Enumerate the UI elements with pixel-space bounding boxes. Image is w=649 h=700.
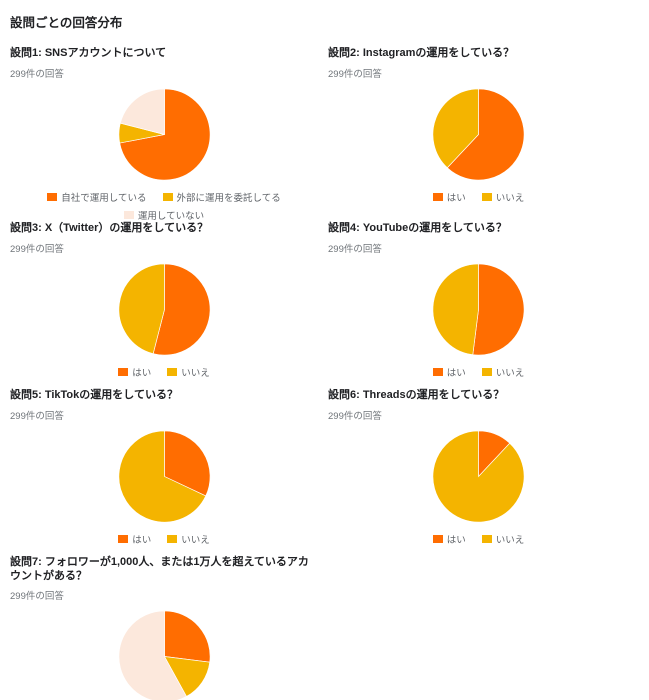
chart-title: 設問2: Instagramの運用をしている？ (328, 47, 515, 59)
chart-card-7: 設問7: フォロワーが1,000人、または1万人を超えているアカウントがある？ … (10, 556, 328, 700)
legend-swatch (481, 534, 492, 543)
legend-label: はい (446, 367, 466, 379)
chart-legend: はい いいえ (329, 532, 629, 546)
legend-swatch (118, 367, 129, 376)
legend-label: いいえ (181, 534, 210, 546)
legend-swatch (481, 192, 492, 201)
pie-slice (432, 430, 525, 522)
pie-chart (118, 610, 210, 700)
legend-swatch (118, 534, 129, 543)
chart-card-5: 設問5: TikTokの運用をしている？ 299件の回答 はい いいえ (10, 389, 328, 556)
legend-swatch (432, 192, 443, 201)
legend-item: いいえ (481, 190, 525, 204)
pie-wrap (10, 262, 318, 357)
pie-chart (432, 88, 525, 181)
legend-item: はい (118, 532, 151, 546)
legend-item: はい (432, 532, 466, 546)
pie-chart (118, 263, 210, 355)
charts-grid: 設問1: SNSアカウントについて 299件の回答 自社で運用している 外部に運用… (10, 47, 649, 700)
legend-swatch (481, 367, 492, 376)
legend-label: はい (446, 534, 466, 546)
pie-slice (118, 88, 210, 181)
chart-legend: 自社で運用している 外部に運用を委託してる運用していない (14, 190, 314, 222)
pie-chart (432, 430, 525, 522)
legend-label: 運用していない (137, 210, 205, 222)
pie-chart (432, 263, 525, 355)
pie-slice (119, 88, 165, 135)
legend-label: はい (132, 367, 152, 379)
pie-wrap (10, 87, 318, 182)
pie-chart (118, 88, 210, 181)
chart-card-3: 設問3: X（Twitter）の運用をしている？ 299件の回答 はい いいえ (10, 222, 328, 389)
pie-wrap (10, 429, 318, 524)
legend-item: いいえ (481, 365, 525, 379)
chart-card-6: 設問6: Threadsの運用をしている？ 299件の回答 はい いいえ (328, 389, 639, 556)
legend-item: いいえ (167, 365, 210, 379)
legend-label: いいえ (495, 367, 525, 379)
chart-response-count: 299件の回答 (328, 410, 382, 422)
legend-label: 外部に運用を委託してる (176, 192, 281, 204)
legend-label: はい (446, 192, 466, 204)
legend-item: 運用していない (123, 208, 205, 222)
chart-title: 設問1: SNSアカウントについて (10, 47, 167, 59)
pie-slice (118, 263, 165, 354)
legend-swatch (47, 192, 58, 201)
pie-wrap (328, 262, 629, 357)
legend-item: いいえ (167, 532, 210, 546)
legend-item: はい (432, 365, 466, 379)
legend-swatch (162, 192, 173, 201)
legend-swatch (167, 534, 178, 543)
legend-swatch (167, 367, 178, 376)
legend-swatch (432, 367, 443, 376)
legend-item: はい (432, 190, 466, 204)
chart-response-count: 299件の回答 (10, 68, 64, 80)
chart-response-count: 299件の回答 (328, 68, 382, 80)
chart-title: 設問5: TikTokの運用をしている？ (10, 388, 178, 401)
chart-response-count: 299件の回答 (10, 243, 64, 255)
chart-card-2: 設問2: Instagramの運用をしている？ 299件の回答 はい いいえ (328, 47, 639, 222)
legend-swatch (123, 210, 134, 219)
legend-label: いいえ (181, 367, 210, 379)
legend-label: 自社で運用している (61, 192, 147, 204)
chart-legend: はい いいえ (329, 365, 629, 379)
legend-item: 自社で運用している (47, 190, 147, 204)
chart-legend: はい いいえ (329, 190, 629, 204)
chart-card-4: 設問4: YouTubeの運用をしている？ 299件の回答 はい いいえ (328, 222, 639, 389)
legend-item: 外部に運用を委託してる (162, 190, 281, 204)
pie-chart (118, 430, 210, 522)
chart-title: 設問7: フォロワーが1,000人、または1万人を超えているアカウントがある？ (10, 555, 309, 582)
chart-legend: はい いいえ (14, 532, 314, 546)
pie-slice (446, 88, 525, 181)
pie-wrap (328, 87, 629, 182)
chart-legend: はい いいえ (14, 365, 314, 379)
chart-response-count: 299件の回答 (328, 243, 382, 255)
chart-card-1: 設問1: SNSアカウントについて 299件の回答 自社で運用している 外部に運用… (10, 47, 328, 222)
legend-swatch (432, 534, 443, 543)
chart-title: 設問3: X（Twitter）の運用をしている？ (10, 221, 209, 234)
legend-label: いいえ (495, 192, 525, 204)
legend-item: いいえ (481, 532, 525, 546)
chart-response-count: 299件の回答 (10, 591, 64, 603)
chart-response-count: 299件の回答 (10, 410, 64, 422)
legend-label: いいえ (495, 534, 525, 546)
pie-slice (163, 430, 210, 496)
pie-slice (118, 430, 206, 522)
chart-title: 設問6: Threadsの運用をしている？ (328, 388, 505, 401)
pie-wrap (10, 609, 318, 700)
legend-label: はい (132, 534, 152, 546)
pie-slice (472, 263, 525, 355)
pie-slice (152, 263, 210, 355)
pie-slice (163, 610, 210, 663)
pie-slice (432, 88, 479, 168)
page-title: 設問ごとの回答分布 (10, 16, 123, 30)
legend-item: はい (118, 365, 151, 379)
pie-slice (118, 610, 187, 700)
chart-title: 設問4: YouTubeの運用をしている？ (328, 221, 507, 234)
pie-slice (432, 263, 479, 355)
pie-wrap (328, 429, 629, 524)
